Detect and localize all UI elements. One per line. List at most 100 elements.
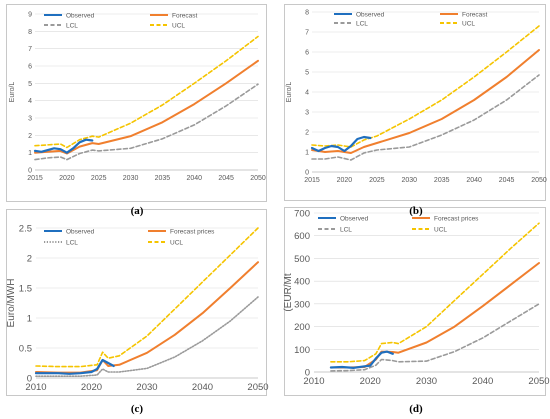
- y-tick-label-a: 9: [28, 12, 32, 19]
- x-tick-label-d: 2010: [303, 376, 324, 387]
- chart-panel-c: [6, 209, 267, 396]
- y-tick-label-d: 400: [294, 277, 310, 288]
- series-line-lcl-b: [311, 74, 540, 161]
- y-tick-label-b: 8: [305, 10, 309, 17]
- y-tick-label-c: 2.5: [19, 224, 32, 235]
- legend-label-forecast-a: Forecast: [172, 13, 197, 20]
- legend-label-forecast-c: Forecast prices: [170, 229, 215, 236]
- y-tick-label-d: 600: [294, 231, 310, 242]
- y-tick-label-a: 1: [28, 150, 32, 157]
- series-line-forecast-a: [34, 59, 259, 155]
- legend-label-ucl-c: UCL: [170, 240, 183, 247]
- caption-c: (c): [130, 403, 144, 415]
- y-tick-label-a: 7: [28, 46, 32, 53]
- x-tick-label-b: 2040: [466, 177, 482, 184]
- legend-label-ucl-a: UCL: [172, 23, 185, 30]
- series-line-forecast-d: [329, 262, 540, 369]
- series-line-ucl-a: [34, 35, 259, 149]
- caption-b: (b): [409, 205, 423, 217]
- y-tick-label-b: 7: [305, 30, 309, 37]
- chart-panel-d: [284, 207, 546, 396]
- series-line-lcl-a: [34, 83, 259, 161]
- x-tick-label-a: 2035: [155, 175, 171, 182]
- y-tick-label-c: 0.5: [19, 344, 32, 355]
- series-line-ucl-d: [330, 222, 540, 363]
- legend-label-observed-b: Observed: [356, 12, 385, 19]
- legend-label-lcl-d: LCL: [340, 227, 352, 234]
- legend-label-ucl-d: UCL: [434, 227, 447, 234]
- x-tick-label-a: 2025: [91, 175, 107, 182]
- x-tick-label-a: 2050: [250, 175, 266, 182]
- y-tick-label-a: 6: [28, 64, 32, 71]
- series-line-observed-a: [33, 138, 94, 154]
- y-tick-label-b: 1: [305, 150, 309, 157]
- series-line-lcl-c: [35, 296, 259, 377]
- y-tick-label-b: 6: [305, 50, 309, 57]
- x-tick-label-c: 2050: [247, 382, 268, 393]
- y-axis-label-d: (EUR/Mt: [283, 273, 294, 312]
- legend-label-lcl-c: LCL: [66, 240, 78, 247]
- x-tick-label-d: 2040: [472, 376, 493, 387]
- y-tick-label-b: 5: [305, 70, 309, 77]
- x-tick-label-b: 2050: [531, 177, 547, 184]
- x-tick-label-c: 2030: [136, 382, 157, 393]
- y-axis-label-b: Euro/L: [286, 82, 293, 103]
- legend-label-lcl-a: LCL: [66, 23, 78, 30]
- series-line-forecast-b: [311, 49, 540, 154]
- y-tick-label-c: 2: [27, 254, 32, 265]
- y-axis-label-c: Euro/MWH: [6, 279, 17, 328]
- x-tick-label-d: 2030: [416, 376, 437, 387]
- x-tick-label-b: 2015: [304, 177, 320, 184]
- x-tick-label-b: 2025: [369, 177, 385, 184]
- x-tick-label-b: 2035: [434, 177, 450, 184]
- x-tick-label-a: 2040: [186, 175, 202, 182]
- series-line-ucl-c: [35, 227, 259, 368]
- series-line-ucl-b: [311, 25, 540, 148]
- legend-label-observed-c: Observed: [66, 229, 95, 236]
- y-tick-label-d: 500: [294, 254, 310, 265]
- x-tick-label-a: 2015: [27, 175, 43, 182]
- y-tick-label-a: 5: [28, 81, 32, 88]
- legend-label-observed-a: Observed: [66, 13, 95, 20]
- x-tick-label-a: 2030: [123, 175, 139, 182]
- x-tick-label-b: 2030: [401, 177, 417, 184]
- y-tick-label-c: 0: [27, 374, 32, 385]
- y-tick-label-d: 300: [294, 299, 310, 310]
- x-tick-label-d: 2020: [360, 376, 381, 387]
- legend-label-forecast-d: Forecast prices: [434, 216, 479, 223]
- y-tick-label-c: 1: [27, 314, 32, 325]
- x-tick-label-c: 2040: [192, 382, 213, 393]
- y-tick-label-a: 4: [28, 98, 32, 105]
- y-tick-label-c: 1.5: [19, 284, 32, 295]
- caption-d: (d): [409, 403, 423, 415]
- x-tick-label-c: 2010: [25, 382, 46, 393]
- series-line-lcl-d: [330, 303, 540, 372]
- legend-label-ucl-b: UCL: [462, 21, 475, 28]
- x-tick-label-a: 2045: [218, 175, 234, 182]
- x-tick-label-b: 2045: [499, 177, 515, 184]
- series-line-observed-b: [310, 135, 372, 153]
- x-tick-label-c: 2020: [81, 382, 102, 393]
- chart-panel-a: [6, 4, 267, 202]
- y-tick-label-d: 200: [294, 322, 310, 333]
- y-tick-label-d: 0: [305, 368, 310, 379]
- y-tick-label-b: 4: [305, 90, 309, 97]
- x-tick-label-b: 2020: [337, 177, 353, 184]
- y-tick-label-a: 0: [28, 168, 32, 175]
- legend-label-lcl-b: LCL: [356, 21, 368, 28]
- y-tick-label-a: 2: [28, 133, 32, 140]
- legend-label-forecast-b: Forecast: [462, 12, 487, 19]
- y-tick-label-b: 2: [305, 130, 309, 137]
- y-tick-label-d: 100: [294, 345, 310, 356]
- series-line-forecast-c: [35, 261, 259, 374]
- y-tick-label-d: 700: [294, 209, 310, 220]
- y-tick-label-a: 8: [28, 29, 32, 36]
- y-tick-label-b: 0: [305, 170, 309, 177]
- x-tick-label-d: 2050: [528, 376, 549, 387]
- series-line-observed-d: [329, 350, 394, 369]
- legend-label-observed-d: Observed: [340, 216, 369, 223]
- y-tick-label-a: 3: [28, 116, 32, 123]
- series-line-observed-c: [34, 358, 115, 375]
- y-tick-label-b: 3: [305, 110, 309, 117]
